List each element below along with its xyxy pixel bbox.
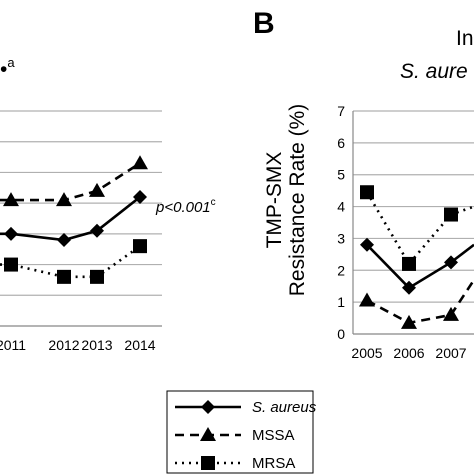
- panel-b-x-tick-label: 2006: [393, 345, 424, 361]
- panel-b-ylabel-line1: TMP-SMX: [263, 152, 286, 249]
- panel-b-series-line: [365, 191, 474, 267]
- panel-a-title-sup: a: [7, 55, 15, 70]
- panel-b-ylabel-line2: Resistance Rate (%): [286, 104, 309, 297]
- legend-marker: [201, 456, 215, 470]
- panel-b-y-tick-label: 2: [337, 262, 345, 278]
- panel-a-series-point: [4, 226, 18, 241]
- panel-b-series-line: [366, 279, 474, 325]
- legend-label: MRSA: [252, 455, 295, 472]
- panel-b-x-tick-label: 2005: [351, 345, 382, 361]
- panel-b-series-line: [366, 243, 474, 290]
- panel-b-series-point: [359, 292, 375, 307]
- panel-b-y-tick-label: 4: [337, 199, 345, 215]
- panel-a-series-point: [4, 257, 18, 272]
- panel-a-series-line: [0, 162, 141, 202]
- panel-b-series-point: [402, 280, 416, 295]
- panel-a-series-point: [133, 190, 147, 204]
- panel-b-chart: 0 1 2 3 4 5 6 7 2005 2006 2007: [337, 103, 474, 361]
- panel-a-x-tick-label: 2013: [81, 337, 112, 353]
- legend: S. aureus MSSA MRSA: [166, 390, 317, 474]
- panel-b-letter: B: [253, 7, 275, 40]
- panel-a-series-point: [56, 192, 72, 207]
- panel-a-p-value-sup: c: [211, 197, 216, 208]
- panel-b-series-point: [360, 237, 374, 252]
- panel-a-x-tick-label: 2014: [124, 337, 155, 353]
- legend-box: [166, 390, 314, 474]
- panel-b-y-tick-label: 5: [337, 167, 345, 183]
- panel-a-series-point: [57, 269, 71, 284]
- panel-a-title-dot: •: [0, 58, 7, 81]
- legend-label: S. aureus: [252, 399, 317, 416]
- panel-b-y-tick-label: 6: [337, 135, 345, 151]
- panel-b-title-line1: In: [456, 27, 474, 50]
- panel-a-series-point: [90, 223, 104, 238]
- panel-a-series-point: [90, 269, 104, 284]
- panel-b-series-point: [444, 255, 458, 270]
- panel-b-series-point: [444, 207, 458, 222]
- panel-b-series-point: [443, 306, 459, 321]
- panel-a-series-point: [3, 192, 19, 207]
- panel-a-x-tick-label: 2011: [0, 337, 26, 353]
- panel-b-title-line2: S. aure: [400, 60, 468, 83]
- panel-b-y-tick-label: 7: [337, 103, 345, 119]
- panel-a-x-tick-label: 2012: [48, 337, 79, 353]
- panel-b-x-tick-label: 2007: [435, 345, 466, 361]
- panel-b-series-point: [402, 256, 416, 271]
- panel-a-series-point: [133, 239, 147, 254]
- legend-label: MSSA: [252, 427, 295, 444]
- panel-b-y-tick-label: 3: [337, 230, 345, 246]
- panel-a-title-fragment: •a: [0, 55, 15, 81]
- panel-b-y-tick-label: 0: [337, 326, 345, 342]
- panel-b-y-tick-label: 1: [337, 294, 345, 310]
- legend-marker: [201, 400, 215, 414]
- panel-a-p-value-text: p<0.001: [155, 199, 211, 216]
- panel-b-series-point: [401, 314, 417, 329]
- panel-a-series-point: [132, 155, 148, 170]
- panel-a-series-point: [57, 233, 71, 247]
- panel-a-p-value: p<0.001c: [155, 197, 216, 216]
- legend-marker: [200, 427, 216, 441]
- panel-a-series-point: [89, 182, 105, 197]
- panel-b-series-point: [360, 185, 374, 200]
